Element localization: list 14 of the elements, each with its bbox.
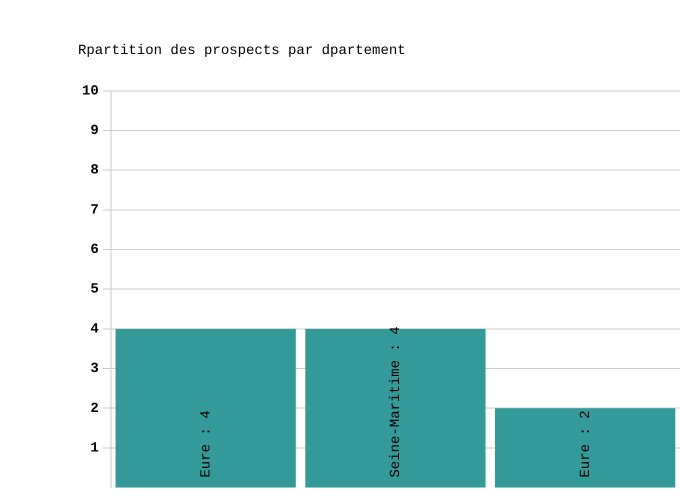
data-label: Seine-Maritime : 4	[388, 326, 404, 478]
data-label: Eure : 4	[198, 410, 214, 478]
data-label: Eure : 2	[578, 410, 594, 478]
y-tick-label: 7	[90, 202, 99, 218]
y-tick-label: 5	[90, 282, 99, 298]
y-tick-label: 9	[90, 123, 99, 140]
y-tick-label: 3	[90, 361, 99, 378]
y-tick-label: 8	[90, 162, 99, 179]
y-tick-label: 2	[90, 400, 99, 417]
chart-title: Rpartition des prospects par dpartement	[78, 43, 406, 60]
y-tick-label: 10	[82, 83, 99, 100]
y-tick-label: 6	[90, 242, 99, 258]
y-tick-label: 1	[90, 440, 99, 456]
y-tick-label: 4	[90, 321, 99, 338]
